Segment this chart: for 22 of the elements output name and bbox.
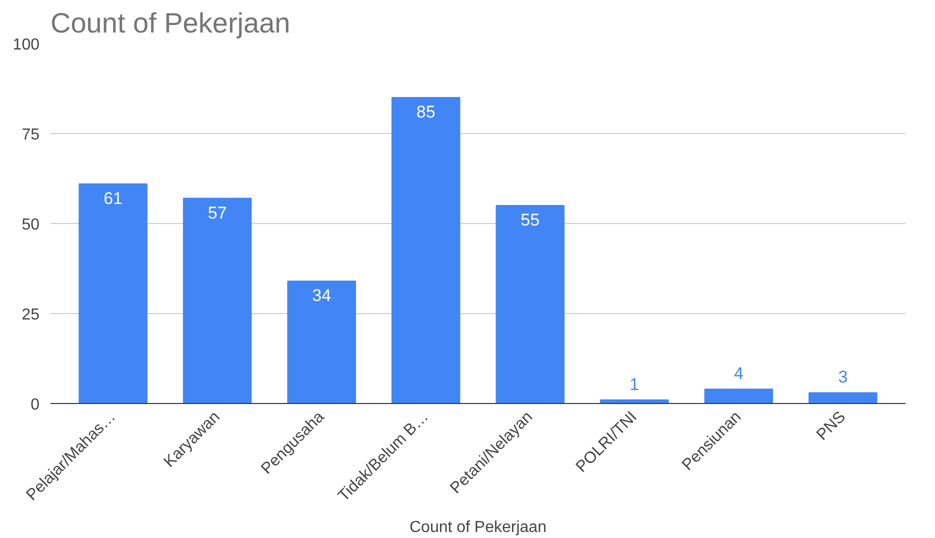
bar [391, 97, 460, 404]
chart-title: Count of Pekerjaan [50, 8, 290, 38]
y-tick-label: 100 [12, 36, 40, 54]
y-tick-label: 50 [22, 216, 40, 234]
bar [496, 205, 565, 404]
data-label: 57 [208, 203, 227, 222]
bar [78, 183, 148, 404]
data-label: 55 [520, 210, 540, 230]
y-tick-label: 75 [22, 126, 40, 144]
y-tick-label: 25 [22, 306, 40, 324]
data-label: 1 [630, 374, 640, 394]
data-label: 3 [838, 368, 848, 387]
data-label: 4 [734, 364, 744, 384]
data-label: 85 [416, 102, 436, 122]
bar [808, 392, 878, 404]
data-label: 61 [104, 188, 123, 208]
bar [182, 198, 252, 404]
x-axis-title: Count of Pekerjaan [410, 518, 546, 536]
data-label: 34 [312, 286, 332, 306]
bar [704, 388, 774, 404]
y-tick-label: 0 [30, 396, 40, 414]
bar [287, 280, 356, 404]
